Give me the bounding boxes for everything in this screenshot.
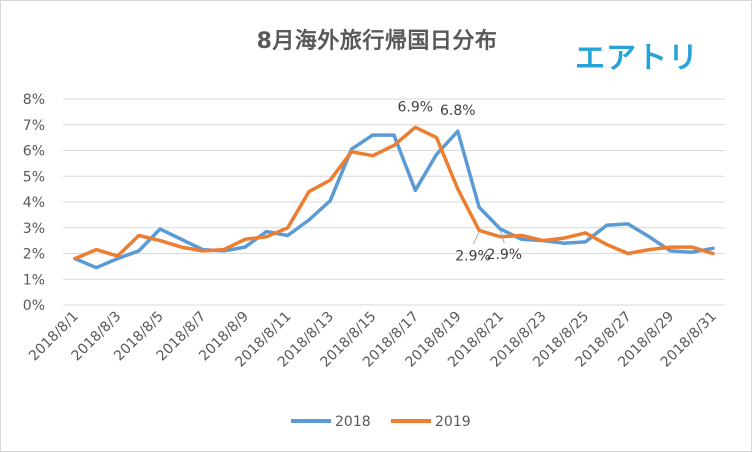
data-point-2018	[158, 227, 162, 231]
data-point-2019	[94, 248, 98, 252]
data-point-2019	[201, 249, 205, 253]
data-label: 6.9%	[397, 99, 433, 115]
y-tick-label: 4%	[23, 195, 45, 211]
data-point-2018	[243, 245, 247, 249]
y-tick-label: 2%	[23, 247, 45, 263]
data-point-2019	[73, 257, 77, 261]
legend-label-2018: 2018	[335, 414, 371, 430]
data-point-2019	[520, 233, 524, 237]
data-point-2018	[668, 249, 672, 253]
data-point-2018	[711, 246, 715, 250]
data-point-2018	[349, 147, 353, 151]
data-point-2019	[222, 248, 226, 252]
data-point-2018	[520, 237, 524, 241]
data-point-2019	[371, 154, 375, 158]
brand-logo: エアトリ	[575, 41, 699, 76]
data-point-2019	[307, 190, 311, 194]
data-point-2019	[264, 235, 268, 239]
data-point-2019	[647, 248, 651, 252]
chart-title: 8月海外旅行帰国日分布	[256, 29, 498, 54]
data-point-2018	[116, 257, 120, 261]
data-point-2018	[371, 133, 375, 137]
data-point-2018	[307, 218, 311, 222]
data-point-2018	[626, 222, 630, 226]
data-point-2019	[605, 242, 609, 246]
data-point-2019	[328, 178, 332, 182]
data-point-2019	[137, 233, 141, 237]
y-tick-label: 6%	[23, 144, 45, 160]
data-point-2019	[413, 125, 417, 129]
y-tick-label: 5%	[23, 169, 45, 185]
data-point-2018	[413, 188, 417, 192]
data-point-2019	[690, 245, 694, 249]
data-point-2018	[392, 133, 396, 137]
leader-line	[499, 230, 505, 244]
data-point-2019	[158, 239, 162, 243]
data-point-2019	[668, 245, 672, 249]
y-tick-label: 7%	[23, 118, 45, 134]
data-point-2019	[498, 235, 502, 239]
legend-label-2019: 2019	[435, 414, 471, 430]
data-point-2018	[456, 129, 460, 133]
data-point-2019	[243, 237, 247, 241]
y-tick-label: 1%	[23, 272, 45, 288]
data-point-2018	[690, 250, 694, 254]
data-point-2018	[94, 266, 98, 270]
data-point-2018	[264, 230, 268, 234]
data-point-2018	[137, 249, 141, 253]
y-tick-label: 8%	[23, 92, 45, 108]
data-point-2018	[477, 205, 481, 209]
data-point-2018	[286, 233, 290, 237]
data-point-2018	[498, 227, 502, 231]
data-point-2019	[349, 150, 353, 154]
data-point-2019	[456, 187, 460, 191]
data-point-2019	[392, 143, 396, 147]
data-point-2018	[583, 240, 587, 244]
data-point-2018	[435, 152, 439, 156]
y-tick-label: 0%	[23, 298, 45, 314]
series-line-2019	[73, 125, 715, 261]
data-point-2019	[435, 136, 439, 140]
data-point-2018	[328, 199, 332, 203]
leader-line	[472, 232, 480, 245]
data-point-2019	[116, 254, 120, 258]
data-label: 2.9%	[455, 248, 491, 264]
data-label: 6.8%	[440, 103, 476, 119]
data-point-2019	[286, 226, 290, 230]
data-point-2019	[541, 239, 545, 243]
data-point-2019	[626, 252, 630, 255]
data-point-2019	[179, 245, 183, 249]
data-point-2018	[605, 223, 609, 227]
data-point-2019	[583, 231, 587, 235]
data-point-2019	[562, 236, 566, 240]
data-point-2019	[477, 228, 481, 232]
data-point-2018	[179, 237, 183, 241]
data-label: 2.9%	[487, 247, 523, 263]
data-point-2019	[711, 252, 715, 255]
y-tick-label: 3%	[23, 221, 45, 237]
data-point-2018	[562, 241, 566, 245]
data-point-2018	[647, 235, 651, 239]
